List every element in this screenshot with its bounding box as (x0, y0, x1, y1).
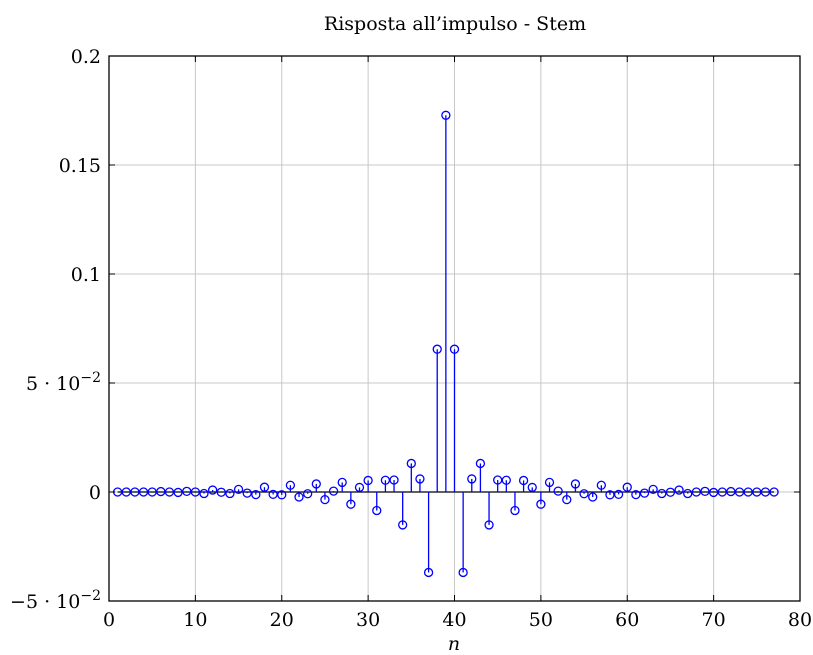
stem-marker (605, 490, 615, 500)
stem-marker (596, 480, 606, 490)
stem-marker (553, 486, 563, 496)
x-tick-label: 60 (615, 609, 639, 631)
stem-marker (510, 505, 520, 516)
x-tick-label: 50 (529, 609, 553, 631)
stem-marker (320, 494, 330, 505)
x-tick-label: 30 (356, 609, 380, 631)
stem-marker (700, 486, 710, 496)
stem-marker (518, 475, 529, 486)
y-tick-label: 0.2 (71, 46, 101, 68)
stem-marker (631, 489, 641, 500)
x-tick-label: 20 (270, 609, 294, 631)
stem-marker (691, 487, 701, 497)
stem-marker (199, 488, 209, 499)
y-tick-label: 0 (89, 482, 101, 504)
stem-marker (389, 475, 399, 485)
stem-marker (225, 488, 235, 499)
y-axis-ticks: −5 · 10−2 0 5 · 10−2 0.1 0.15 0.2 (10, 46, 800, 613)
stem-marker (570, 479, 581, 489)
y-tick-exponent: −2 (80, 370, 101, 386)
stem-marker (303, 489, 313, 499)
stem-marker (484, 520, 494, 530)
x-tick-label: 10 (183, 609, 207, 631)
stem-marker (717, 487, 727, 497)
stem-marker (467, 474, 477, 484)
stem-marker (233, 484, 244, 495)
stem-marker (639, 488, 650, 498)
stem-marker (182, 486, 192, 496)
stem-marker (398, 520, 408, 530)
stem-marker (432, 344, 442, 354)
chart-title: Risposta all’impulso - Stem (324, 13, 586, 35)
stem-marker (372, 505, 382, 516)
stem-marker (190, 487, 201, 497)
y-tick-label: −5 · 10−2 (10, 588, 101, 613)
stem-marker (544, 477, 555, 488)
stem-marker (164, 487, 175, 497)
stem-marker (536, 499, 546, 509)
stem-marker (475, 458, 486, 469)
stems (117, 115, 775, 573)
stem-marker (268, 489, 278, 500)
stem-marker (363, 475, 373, 486)
stem-marker (648, 484, 658, 495)
stem-marker (285, 480, 296, 490)
stem-marker (423, 567, 434, 578)
stem-marker (216, 487, 226, 497)
x-axis-ticks: 0 10 20 30 40 50 60 70 80 (103, 56, 812, 631)
stem-marker (501, 475, 511, 485)
stem-marker (173, 487, 183, 498)
stem-marker (207, 485, 218, 495)
stem-marker (415, 474, 425, 484)
stem-marker (657, 488, 667, 499)
stem-marker (406, 458, 416, 469)
stem-marker (674, 485, 684, 495)
stem-marker (527, 482, 537, 493)
stem-marker (665, 487, 676, 497)
stem-marker (458, 567, 468, 578)
stem-marker (588, 492, 598, 502)
y-tick-label: 0.1 (71, 264, 101, 286)
stem-marker (579, 489, 589, 499)
stem-marker (726, 486, 736, 497)
stem-marker (277, 490, 287, 500)
stem-marker (769, 487, 779, 497)
stem-marker (346, 499, 356, 509)
x-tick-label: 80 (788, 609, 812, 631)
stem-marker (294, 492, 304, 502)
stem-marker (441, 110, 451, 120)
stem-marker (156, 486, 166, 497)
y-tick-label: 5 · 10−2 (26, 370, 101, 395)
stem-marker (259, 482, 270, 492)
x-tick-label: 40 (442, 609, 466, 631)
y-tick-exponent: −2 (80, 588, 101, 604)
stem-marker (311, 479, 321, 489)
x-axis-label: n (448, 633, 460, 655)
grid (108, 55, 801, 602)
y-tick-label: 0.15 (59, 155, 101, 177)
stem-marker (449, 344, 460, 354)
markers (112, 110, 779, 578)
x-tick-label: 70 (702, 609, 726, 631)
stem-marker (562, 494, 572, 505)
stem-marker (147, 487, 157, 497)
x-tick-label: 0 (103, 609, 115, 631)
stem-marker (613, 489, 624, 500)
stem-marker (337, 477, 347, 488)
stem-marker (622, 482, 632, 492)
stem-marker (251, 489, 261, 500)
stem-marker (683, 488, 693, 499)
stem-marker (328, 486, 339, 496)
stem-marker (708, 487, 719, 498)
stem-marker (354, 482, 365, 493)
stem-marker (242, 488, 252, 498)
